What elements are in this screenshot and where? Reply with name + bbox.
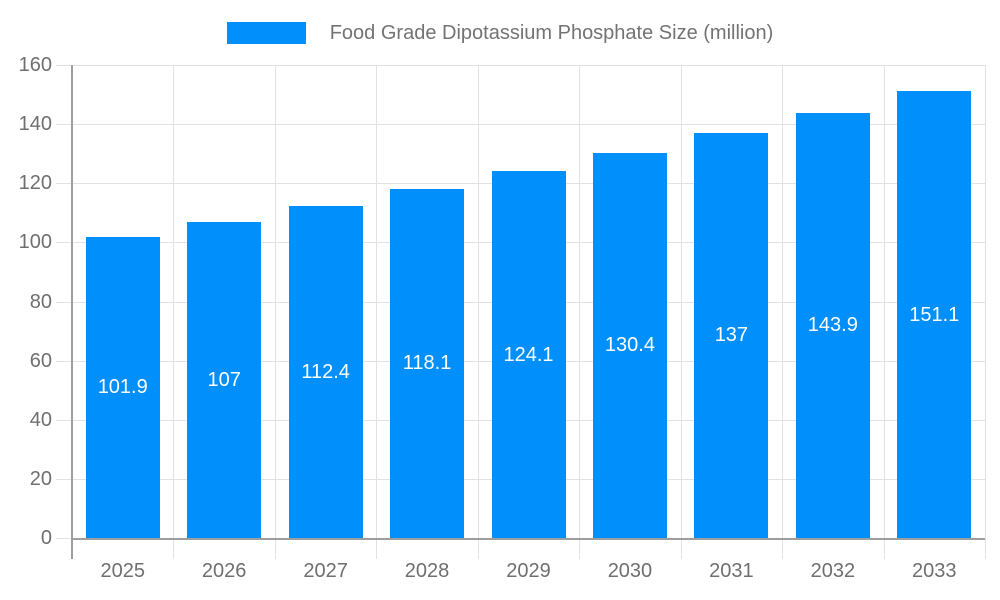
v-gridline: [985, 65, 986, 559]
y-axis-tick: [56, 65, 72, 66]
x-axis-label: 2026: [201, 560, 247, 582]
x-axis-label: 2031: [709, 560, 754, 582]
legend-label: Food Grade Dipotassium Phosphate Size (m…: [329, 22, 774, 44]
v-gridline: [274, 65, 276, 559]
x-axis-label: 2030: [607, 560, 653, 582]
bar-2032[interactable]: [795, 112, 870, 538]
y-axis-tick: [56, 538, 72, 539]
v-gridline: [376, 65, 378, 559]
v-gridline: [782, 65, 784, 559]
y-axis-label: 0: [40, 527, 52, 549]
bar-value-label: 151.1: [909, 303, 960, 326]
y-axis-label: 140: [18, 113, 52, 136]
y-axis-tick: [56, 301, 72, 303]
bar-value-label: 101.9: [97, 376, 148, 399]
y-axis-label: 100: [18, 231, 52, 254]
x-axis-label: 2033: [912, 560, 957, 582]
v-gridline: [477, 65, 479, 559]
y-axis-line: [71, 65, 73, 559]
h-gridline: [72, 65, 985, 66]
v-gridline: [680, 65, 682, 559]
y-axis-label: 80: [29, 290, 52, 313]
x-axis-line: [71, 538, 985, 540]
bar-2028[interactable]: [390, 188, 465, 538]
x-axis-label: 2032: [810, 560, 856, 582]
y-axis-tick: [56, 419, 72, 421]
bar-value-label: 107: [207, 368, 241, 391]
legend-swatch: [226, 22, 306, 44]
y-axis-label: 20: [29, 467, 52, 490]
y-axis-tick: [56, 183, 72, 185]
y-axis-tick: [56, 360, 72, 362]
x-axis-label: 2028: [404, 560, 450, 582]
y-axis-tick: [56, 242, 72, 244]
v-gridline: [173, 65, 175, 559]
bar-2031[interactable]: [694, 132, 769, 538]
x-axis-label: 2029: [506, 560, 551, 582]
bar-2026[interactable]: [187, 221, 262, 538]
bar-value-label: 124.1: [503, 343, 554, 366]
h-gridline: [72, 124, 985, 126]
bar-value-label: 118.1: [402, 352, 452, 375]
bar-value-label: 130.4: [604, 334, 655, 357]
y-axis-tick: [56, 124, 72, 126]
y-axis-label: 160: [18, 54, 52, 76]
y-axis-label: 60: [29, 349, 52, 372]
x-axis-label: 2027: [303, 560, 348, 582]
bar-2033[interactable]: [897, 91, 972, 538]
bar-2027[interactable]: [288, 205, 363, 538]
y-axis-label: 120: [18, 172, 52, 195]
bar-value-label: 143.9: [807, 314, 858, 337]
v-gridline: [883, 65, 885, 559]
bar-value-label: 137: [714, 324, 749, 347]
bar-2029[interactable]: [491, 171, 566, 538]
x-axis-label: 2025: [100, 560, 145, 582]
chart-legend[interactable]: Food Grade Dipotassium Phosphate Size (m…: [0, 21, 1000, 45]
bar-2025[interactable]: [85, 236, 160, 538]
y-axis-label: 40: [29, 408, 52, 431]
bar-value-label: 112.4: [301, 360, 350, 383]
v-gridline: [579, 65, 581, 559]
bar-2030[interactable]: [592, 152, 667, 538]
y-axis-tick: [56, 478, 72, 480]
